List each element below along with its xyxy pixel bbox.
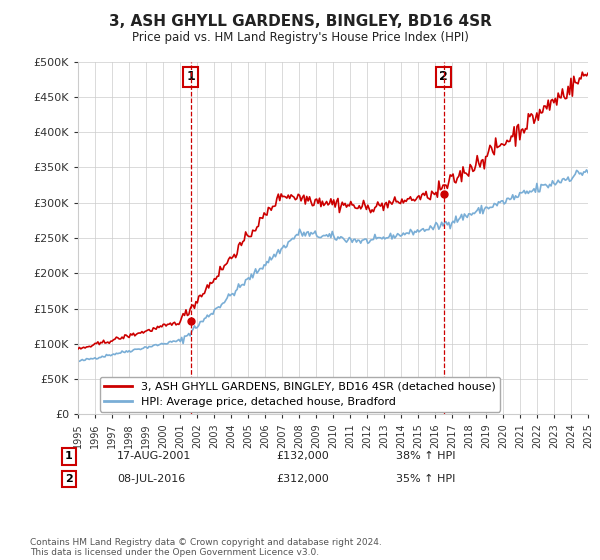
- Text: £132,000: £132,000: [276, 451, 329, 461]
- Text: 17-AUG-2001: 17-AUG-2001: [117, 451, 191, 461]
- Text: 1: 1: [187, 71, 195, 83]
- Text: Price paid vs. HM Land Registry's House Price Index (HPI): Price paid vs. HM Land Registry's House …: [131, 31, 469, 44]
- Text: Contains HM Land Registry data © Crown copyright and database right 2024.
This d: Contains HM Land Registry data © Crown c…: [30, 538, 382, 557]
- Text: 1: 1: [65, 451, 73, 461]
- Text: 2: 2: [65, 474, 73, 484]
- Text: 35% ↑ HPI: 35% ↑ HPI: [396, 474, 455, 484]
- Text: 2: 2: [439, 71, 448, 83]
- Text: 08-JUL-2016: 08-JUL-2016: [117, 474, 185, 484]
- Text: 3, ASH GHYLL GARDENS, BINGLEY, BD16 4SR: 3, ASH GHYLL GARDENS, BINGLEY, BD16 4SR: [109, 14, 491, 29]
- Text: £312,000: £312,000: [276, 474, 329, 484]
- Legend: 3, ASH GHYLL GARDENS, BINGLEY, BD16 4SR (detached house), HPI: Average price, de: 3, ASH GHYLL GARDENS, BINGLEY, BD16 4SR …: [100, 377, 500, 412]
- Text: 38% ↑ HPI: 38% ↑ HPI: [396, 451, 455, 461]
